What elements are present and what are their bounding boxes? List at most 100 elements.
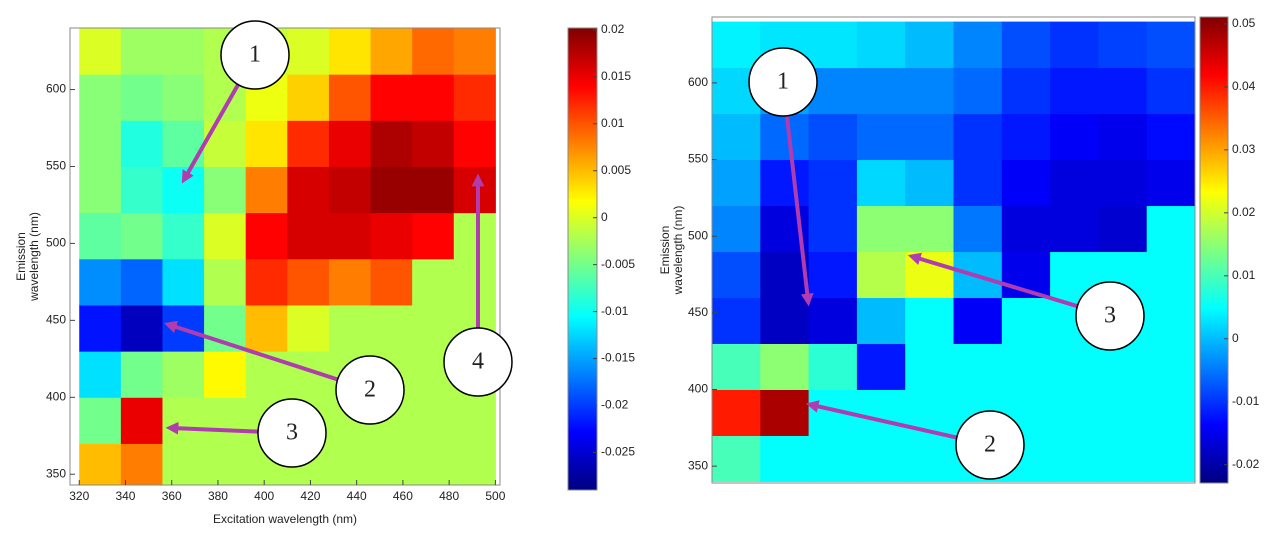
heat-cell	[712, 435, 761, 482]
heat-cell	[905, 21, 954, 69]
heat-cell	[245, 258, 288, 306]
heat-cell	[808, 297, 858, 345]
colorbar-tick-label: 0.02	[1232, 205, 1256, 219]
heat-cell	[328, 304, 372, 352]
colorbar-tick-label: 0.04	[1232, 79, 1256, 93]
heat-cell	[1050, 343, 1099, 390]
heat-cell	[245, 166, 288, 214]
heat-cell	[1098, 67, 1148, 115]
heat-cell	[1098, 343, 1148, 390]
heat-cell	[953, 21, 1003, 69]
heat-cell	[760, 389, 810, 436]
heat-cell	[760, 159, 810, 207]
heat-cell	[328, 120, 372, 167]
heat-cell	[453, 74, 496, 121]
heat-cell	[453, 258, 496, 306]
heat-cell	[453, 166, 496, 214]
heat-cell	[1050, 67, 1099, 115]
heat-cell	[162, 351, 205, 398]
heat-cell	[287, 258, 330, 306]
heat-cell	[120, 397, 163, 444]
heat-cell	[953, 297, 1003, 345]
colorbar	[567, 27, 598, 491]
heat-cell	[905, 113, 954, 161]
heat-cell	[808, 159, 858, 207]
heat-cell	[1050, 205, 1099, 253]
x-axis-label: Excitation wavelength (nm)	[213, 512, 357, 526]
heat-cell	[905, 159, 954, 207]
heat-cell	[953, 205, 1003, 253]
heat-cell	[1146, 251, 1195, 299]
heat-cell	[412, 120, 455, 167]
x-tick-label: 400	[254, 489, 274, 503]
heat-cell	[412, 304, 455, 352]
heat-cell	[287, 212, 330, 260]
heat-cell	[453, 443, 496, 485]
y-tick-label: 500	[46, 236, 66, 250]
x-tick-label: 420	[300, 489, 320, 503]
annotation-circle	[748, 47, 818, 117]
heat-cell	[412, 166, 455, 214]
heat-cell	[856, 67, 906, 115]
heat-cell	[1050, 159, 1099, 207]
heat-cell	[162, 120, 205, 167]
heat-cell	[204, 212, 247, 260]
heat-cell	[856, 435, 906, 482]
heat-cell	[79, 258, 122, 306]
heat-cell	[79, 212, 122, 260]
heat-cell	[1098, 389, 1148, 436]
heat-cell	[162, 28, 205, 75]
heat-cell	[328, 443, 372, 485]
heat-cell	[370, 120, 413, 167]
heat-cell	[1098, 21, 1148, 69]
heat-cell	[120, 304, 163, 352]
heat-cell	[712, 205, 761, 253]
heat-cell	[856, 159, 906, 207]
y-axis-label: Emission	[658, 226, 672, 275]
x-tick-label: 340	[115, 489, 135, 503]
heat-cell	[453, 397, 496, 444]
heat-cell	[162, 166, 205, 214]
annotation-label: 2	[364, 377, 376, 403]
heat-cell	[953, 113, 1003, 161]
heat-cell	[905, 435, 954, 482]
heat-cell	[453, 212, 496, 260]
heat-cell	[1146, 389, 1195, 436]
heat-cell	[712, 113, 761, 161]
x-tick-label: 440	[347, 489, 367, 503]
annotation-circle	[1075, 281, 1145, 351]
heat-cell	[120, 258, 163, 306]
colorbar-tick-label: -0.015	[601, 351, 635, 365]
heat-cell	[412, 74, 455, 121]
heat-cell	[287, 74, 330, 121]
heat-cell	[856, 343, 906, 390]
heat-cell	[808, 21, 858, 69]
heat-cell	[856, 297, 906, 345]
heat-cell	[328, 74, 372, 121]
colorbar-tick-label: 0	[1232, 331, 1239, 345]
heat-cell	[1001, 205, 1051, 253]
heat-cell	[953, 343, 1003, 390]
heat-cell	[808, 343, 858, 390]
heat-cell	[856, 21, 906, 69]
annotation-arrow	[784, 115, 814, 307]
colorbar-tick-label: 0.01	[1232, 268, 1256, 282]
heat-cell	[287, 120, 330, 167]
y-axis-label: wavelength (nm)	[671, 206, 685, 296]
heat-cell	[79, 74, 122, 121]
annotation-circle	[443, 327, 513, 397]
heat-cell	[79, 166, 122, 214]
plot-frame	[69, 27, 501, 486]
annotation-arrow	[181, 83, 240, 184]
x-tick-label: 500	[485, 489, 505, 503]
y-tick-label: 550	[688, 152, 708, 166]
annotation-arrow	[805, 400, 958, 440]
heatmap-chart: 350 400 450 500 550 600 Emission wavelength (nm…	[658, 16, 1260, 484]
heat-cell	[856, 389, 906, 436]
y-axis-label: wavelength (nm)	[27, 212, 41, 302]
colorbar-tick-label: -0.005	[601, 257, 635, 271]
x-tick-label: 380	[208, 489, 228, 503]
heat-cell	[162, 212, 205, 260]
colorbar-tick-label: 0.03	[1232, 142, 1256, 156]
